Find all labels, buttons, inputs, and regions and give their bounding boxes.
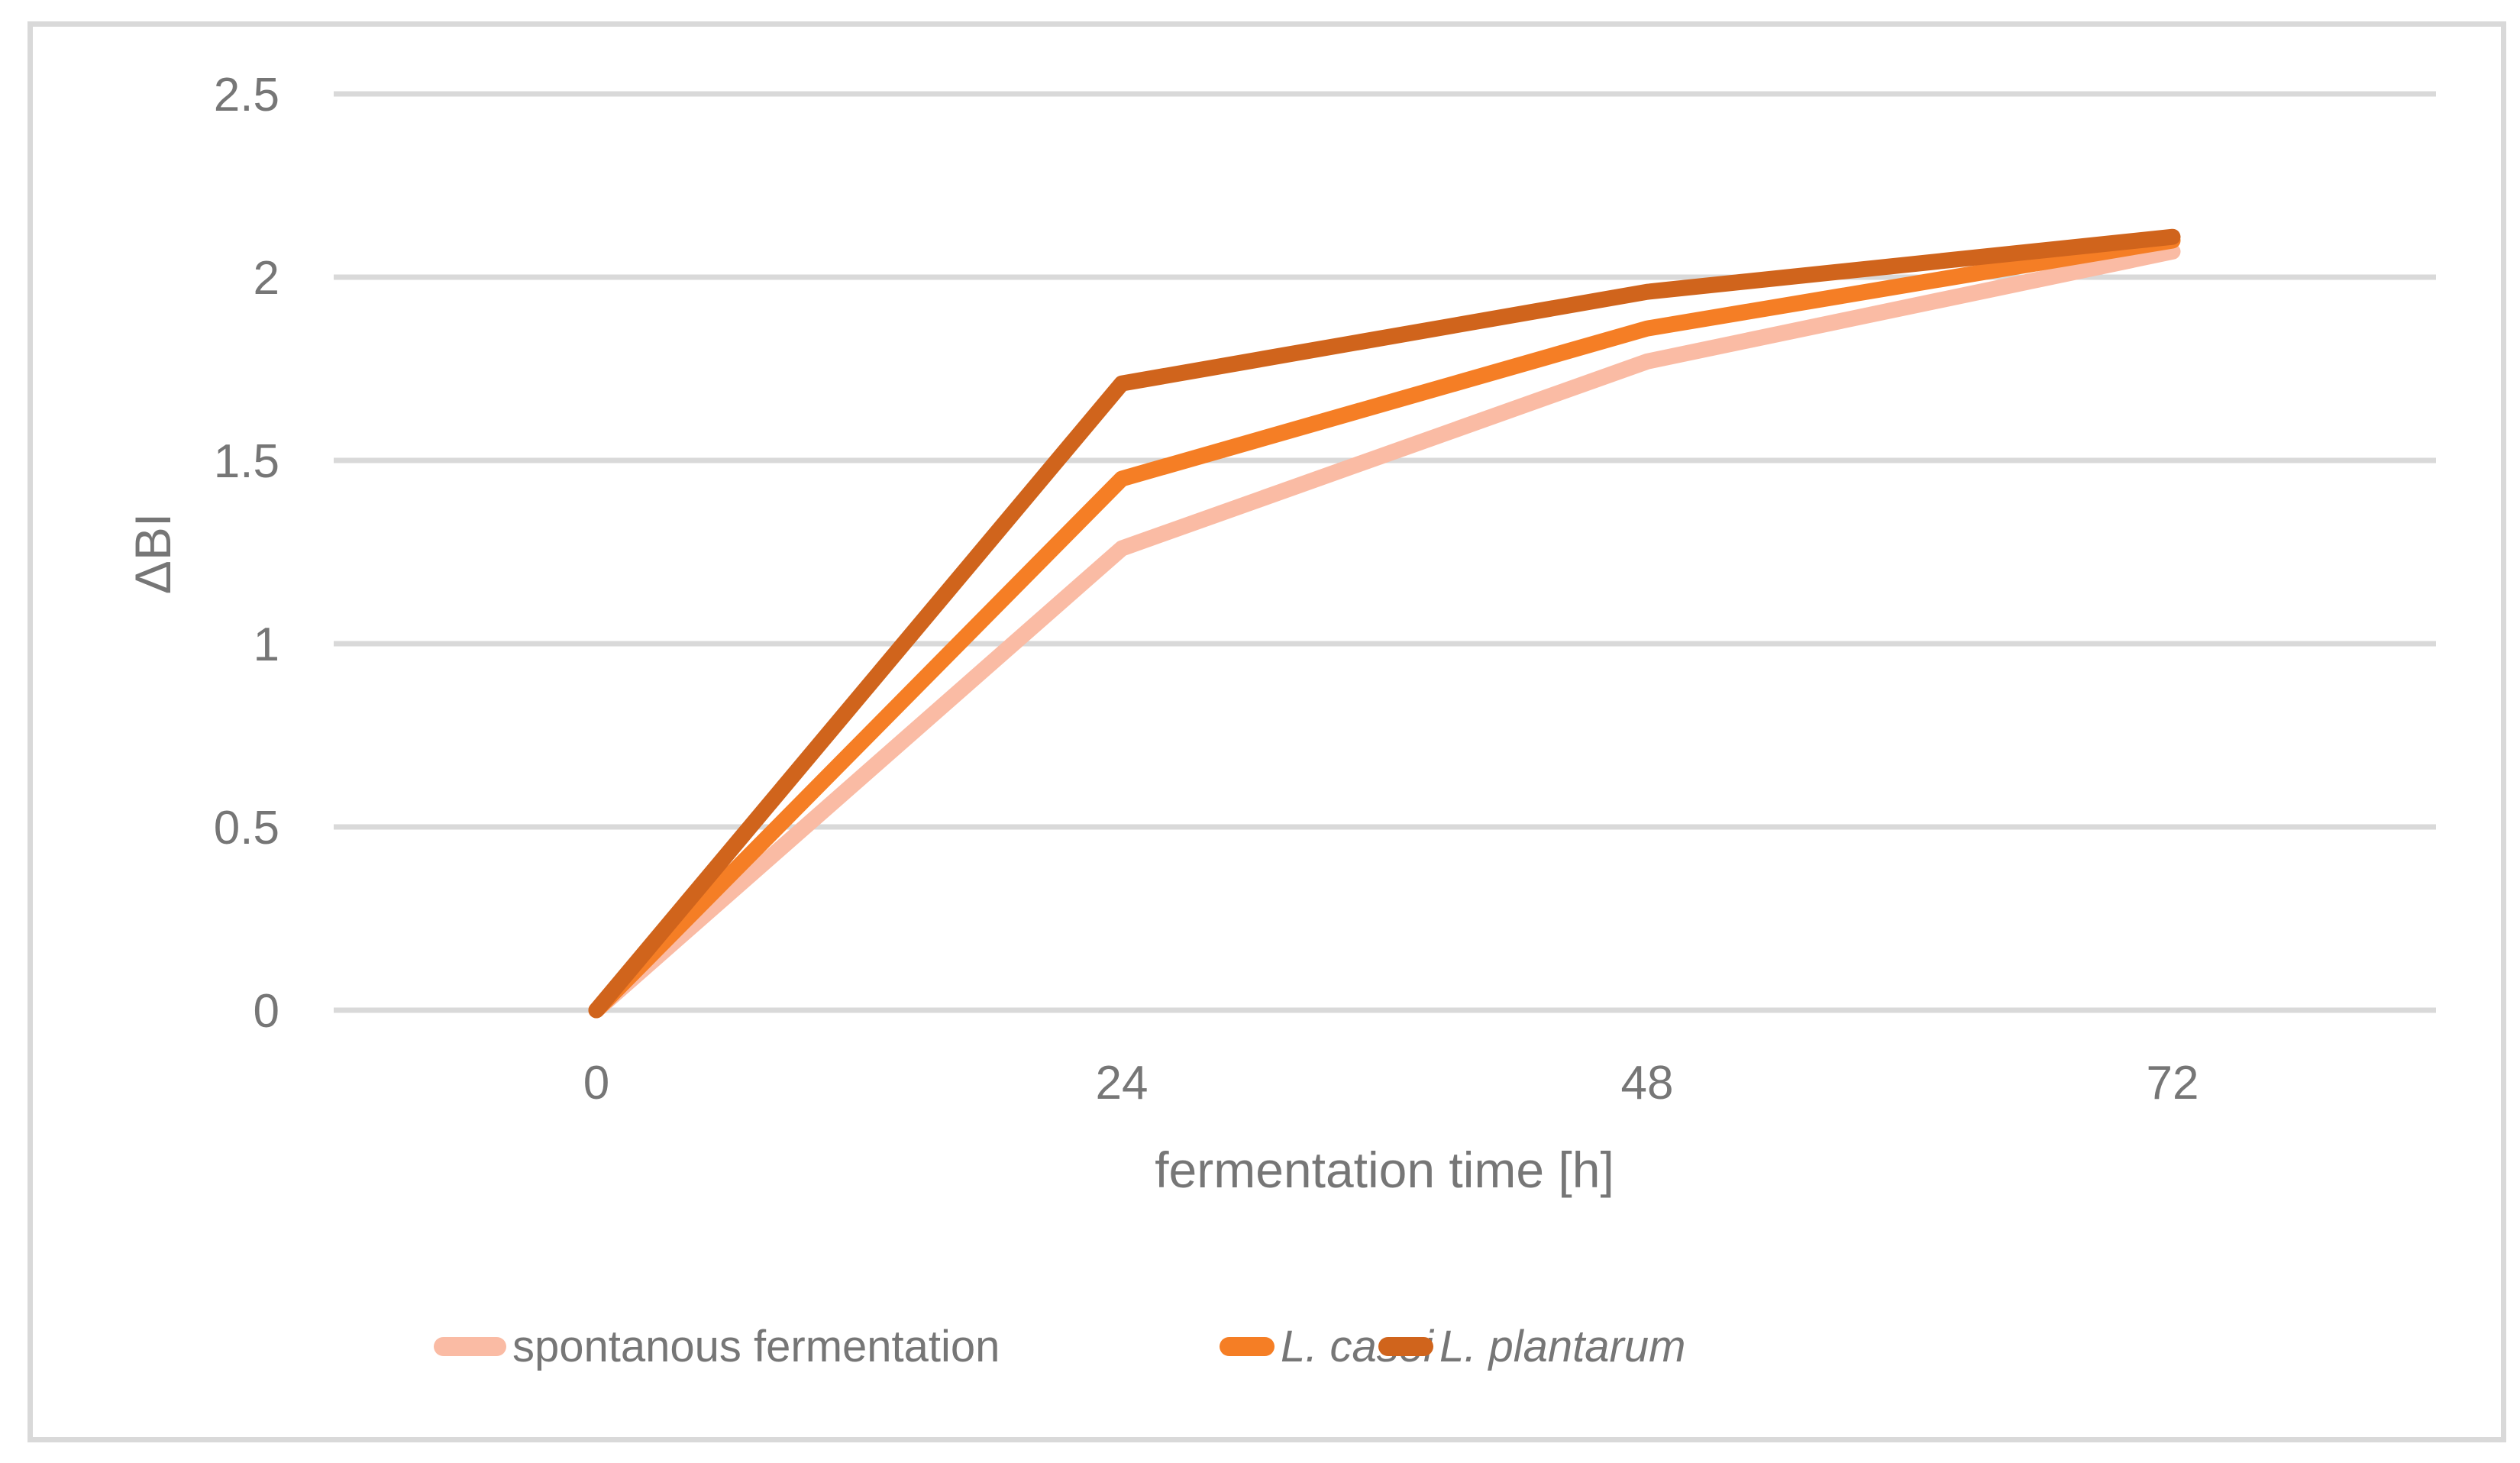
y-axis-tick-label: 2 bbox=[254, 252, 279, 305]
x-axis-tick-label: 72 bbox=[2147, 1057, 2199, 1109]
series-line-l-casei bbox=[588, 232, 2181, 1019]
legend-label: L. plantarum bbox=[1439, 1321, 1686, 1371]
legend-item-spontaneous-fermentation: spontanous fermentation bbox=[434, 1318, 1000, 1374]
y-axis-title: ΔBI bbox=[124, 512, 181, 595]
chart-border bbox=[27, 21, 2506, 1442]
series-line-spontanous-fermentation bbox=[588, 243, 2181, 1019]
x-axis-tick-label: 48 bbox=[1621, 1057, 1674, 1109]
legend-swatch bbox=[1378, 1336, 1433, 1356]
x-axis-tick-label: 24 bbox=[1096, 1057, 1149, 1109]
y-axis-tick-label: 0 bbox=[254, 985, 279, 1038]
x-axis-tick-label: 0 bbox=[583, 1057, 609, 1109]
legend-label: spontanous fermentation bbox=[512, 1321, 1000, 1371]
legend-item-l-plantarum: L. plantarum bbox=[1378, 1318, 1685, 1374]
series-line-l-plantarum bbox=[588, 228, 2181, 1019]
y-axis-tick-label: 2.5 bbox=[214, 69, 279, 121]
legend-swatch bbox=[434, 1336, 506, 1356]
y-axis-tick-label: 0.5 bbox=[214, 802, 279, 854]
x-axis-title: fermentation time [h] bbox=[1155, 1142, 1614, 1198]
y-axis-tick-label: 1.5 bbox=[214, 435, 279, 488]
y-axis-tick-label: 1 bbox=[254, 618, 279, 671]
legend-swatch bbox=[1220, 1336, 1275, 1356]
